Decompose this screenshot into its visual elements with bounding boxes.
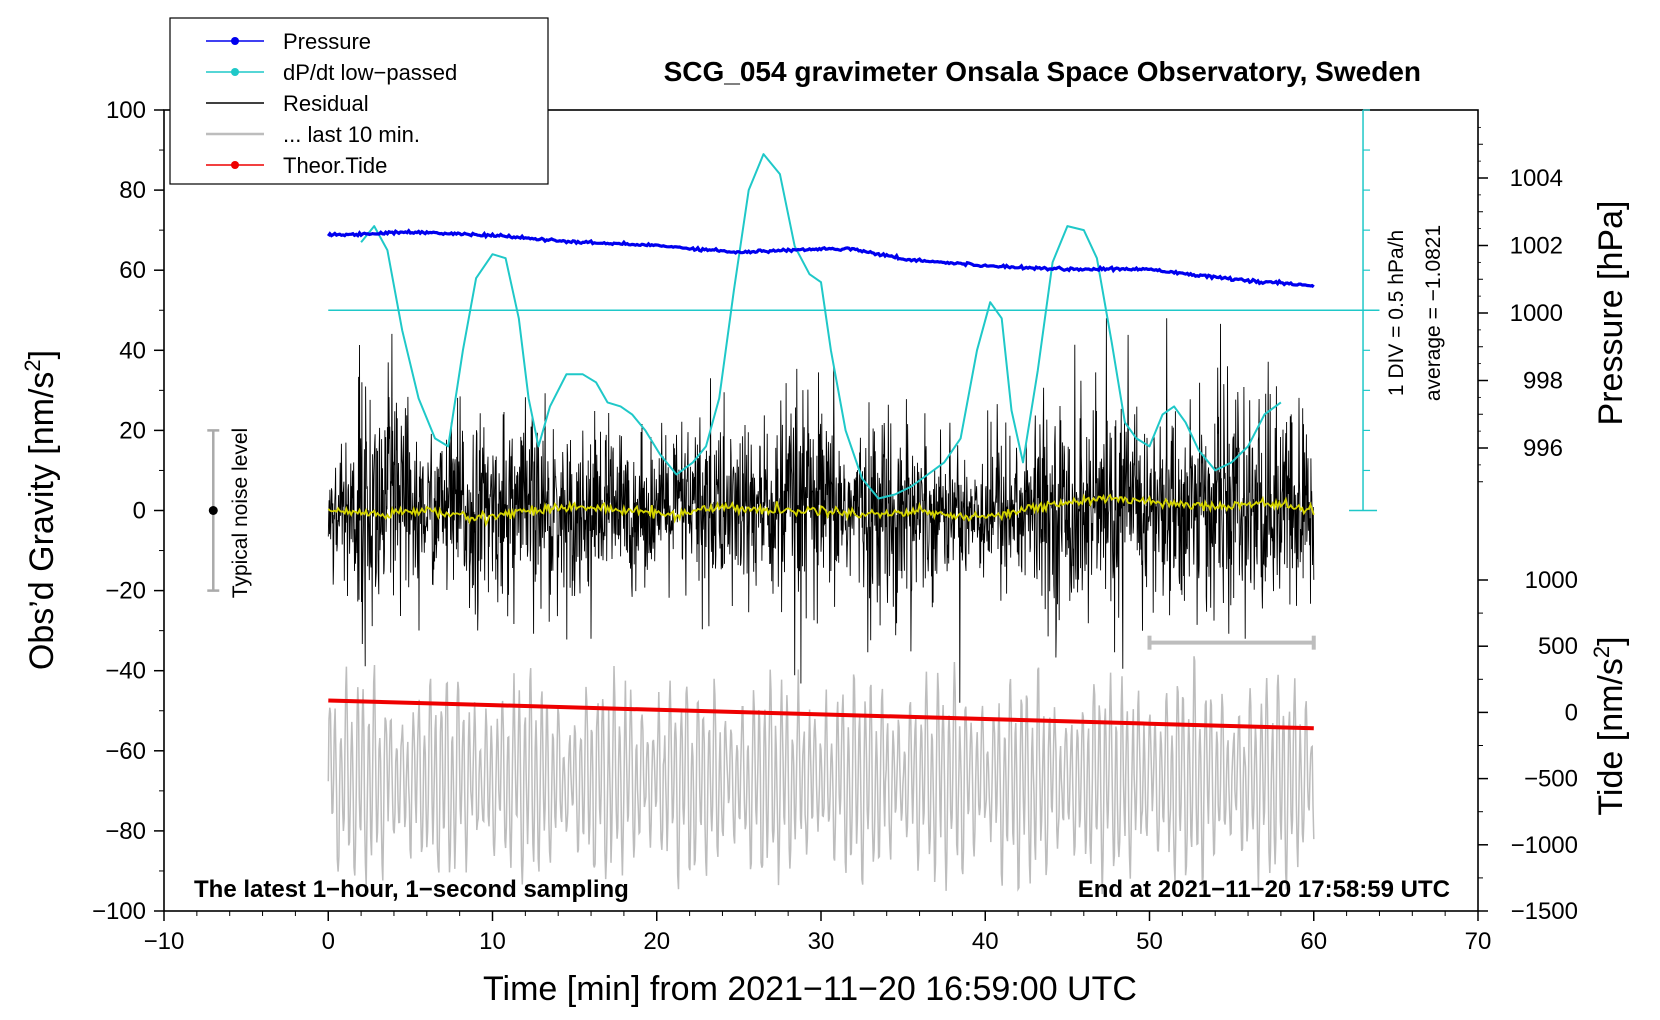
y-tick-label: 20	[119, 417, 146, 444]
x-tick-label: 60	[1300, 928, 1327, 955]
pressure-tick-label: 996	[1523, 435, 1563, 462]
tide-tick-label: −1500	[1511, 898, 1578, 925]
residual-smoothed-line	[327, 493, 1315, 528]
y-tick-label: 80	[119, 177, 146, 204]
legend-marker	[231, 161, 239, 169]
annotation-bottom-right: End at 2021−11−20 17:58:59 UTC	[1078, 876, 1450, 903]
tide-tick-label: 500	[1538, 633, 1578, 660]
last-10-min-series	[327, 635, 1316, 895]
x-tick-label: 0	[322, 928, 335, 955]
residual-smoothed-series	[327, 493, 1315, 528]
pressure-line	[326, 228, 1315, 289]
legend-marker	[231, 37, 239, 45]
legend-label: Pressure	[283, 29, 371, 54]
theor-tide-series	[328, 698, 1314, 731]
tide-axis-title: Tide [nm/s2]	[1589, 636, 1630, 815]
y-tick-label: −20	[105, 578, 146, 605]
dpdt-average: average = −1.0821	[1422, 225, 1445, 401]
y-tick-label: 0	[133, 498, 146, 525]
dpdt-series	[328, 109, 1380, 512]
dpdt-line	[360, 153, 1282, 500]
noise-indicator-label: Typical noise level	[229, 428, 252, 598]
y-tick-label: −80	[105, 818, 146, 845]
noise-indicator-dot	[208, 506, 218, 515]
legend-label: Residual	[283, 91, 369, 116]
y-tick-label: 60	[119, 257, 146, 284]
y-tick-label: 40	[119, 337, 146, 364]
x-tick-label: 30	[808, 928, 835, 955]
tide-tick-label: −500	[1524, 766, 1578, 793]
tide-tick-label: 0	[1565, 699, 1578, 726]
annotation-bottom-left: The latest 1−hour, 1−second sampling	[194, 876, 629, 903]
pressure-axis-title: Pressure [hPa]	[1592, 201, 1630, 426]
y-axis-title: Obs’d Gravity [nm/s2]	[20, 350, 61, 670]
legend-box	[169, 17, 549, 185]
pressure-tick-label: 1000	[1510, 300, 1563, 327]
x-tick-label: 40	[972, 928, 999, 955]
residual-line	[327, 318, 1315, 703]
y-tick-label: −100	[92, 898, 146, 925]
tide-tick-label: 1000	[1525, 567, 1578, 594]
pressure-series	[326, 228, 1315, 289]
axes: −10 0 10 20 30 40 50 60 70−100−80−60−40−20020406…	[92, 97, 1578, 955]
tide-tick-label: −1000	[1511, 832, 1578, 859]
legend-label: Theor.Tide	[283, 153, 387, 178]
x-tick-label: 20	[643, 928, 670, 955]
x-axis-title: Time [min] from 2021−11−20 16:59:00 UTC	[483, 970, 1137, 1008]
legend: Pressure dP/dt low−passed Residual ... last…	[169, 17, 549, 185]
legend-label: ... last 10 min.	[283, 122, 420, 147]
chart-decorations	[207, 429, 220, 592]
residual-series	[327, 318, 1315, 703]
pressure-tick-label: 1002	[1510, 233, 1563, 260]
x-tick-label: −10	[144, 928, 185, 955]
x-tick-label: 10	[479, 928, 506, 955]
y-tick-label: 100	[106, 97, 146, 124]
dpdt-div-scale: 1 DIV = 0.5 hPa/h	[1385, 230, 1408, 396]
y-tick-label: −40	[105, 658, 146, 685]
legend-marker	[231, 68, 239, 76]
y-tick-label: −60	[105, 738, 146, 765]
theor-tide-line	[328, 698, 1314, 731]
pressure-tick-label: 998	[1523, 368, 1563, 395]
last-10-min-line	[327, 656, 1315, 895]
chart-title: SCG_054 gravimeter Onsala Space Observat…	[664, 56, 1421, 87]
x-tick-label: 50	[1136, 928, 1163, 955]
legend-label: dP/dt low−passed	[283, 60, 457, 85]
pressure-tick-label: 1004	[1510, 165, 1563, 192]
x-tick-label: 70	[1465, 928, 1492, 955]
